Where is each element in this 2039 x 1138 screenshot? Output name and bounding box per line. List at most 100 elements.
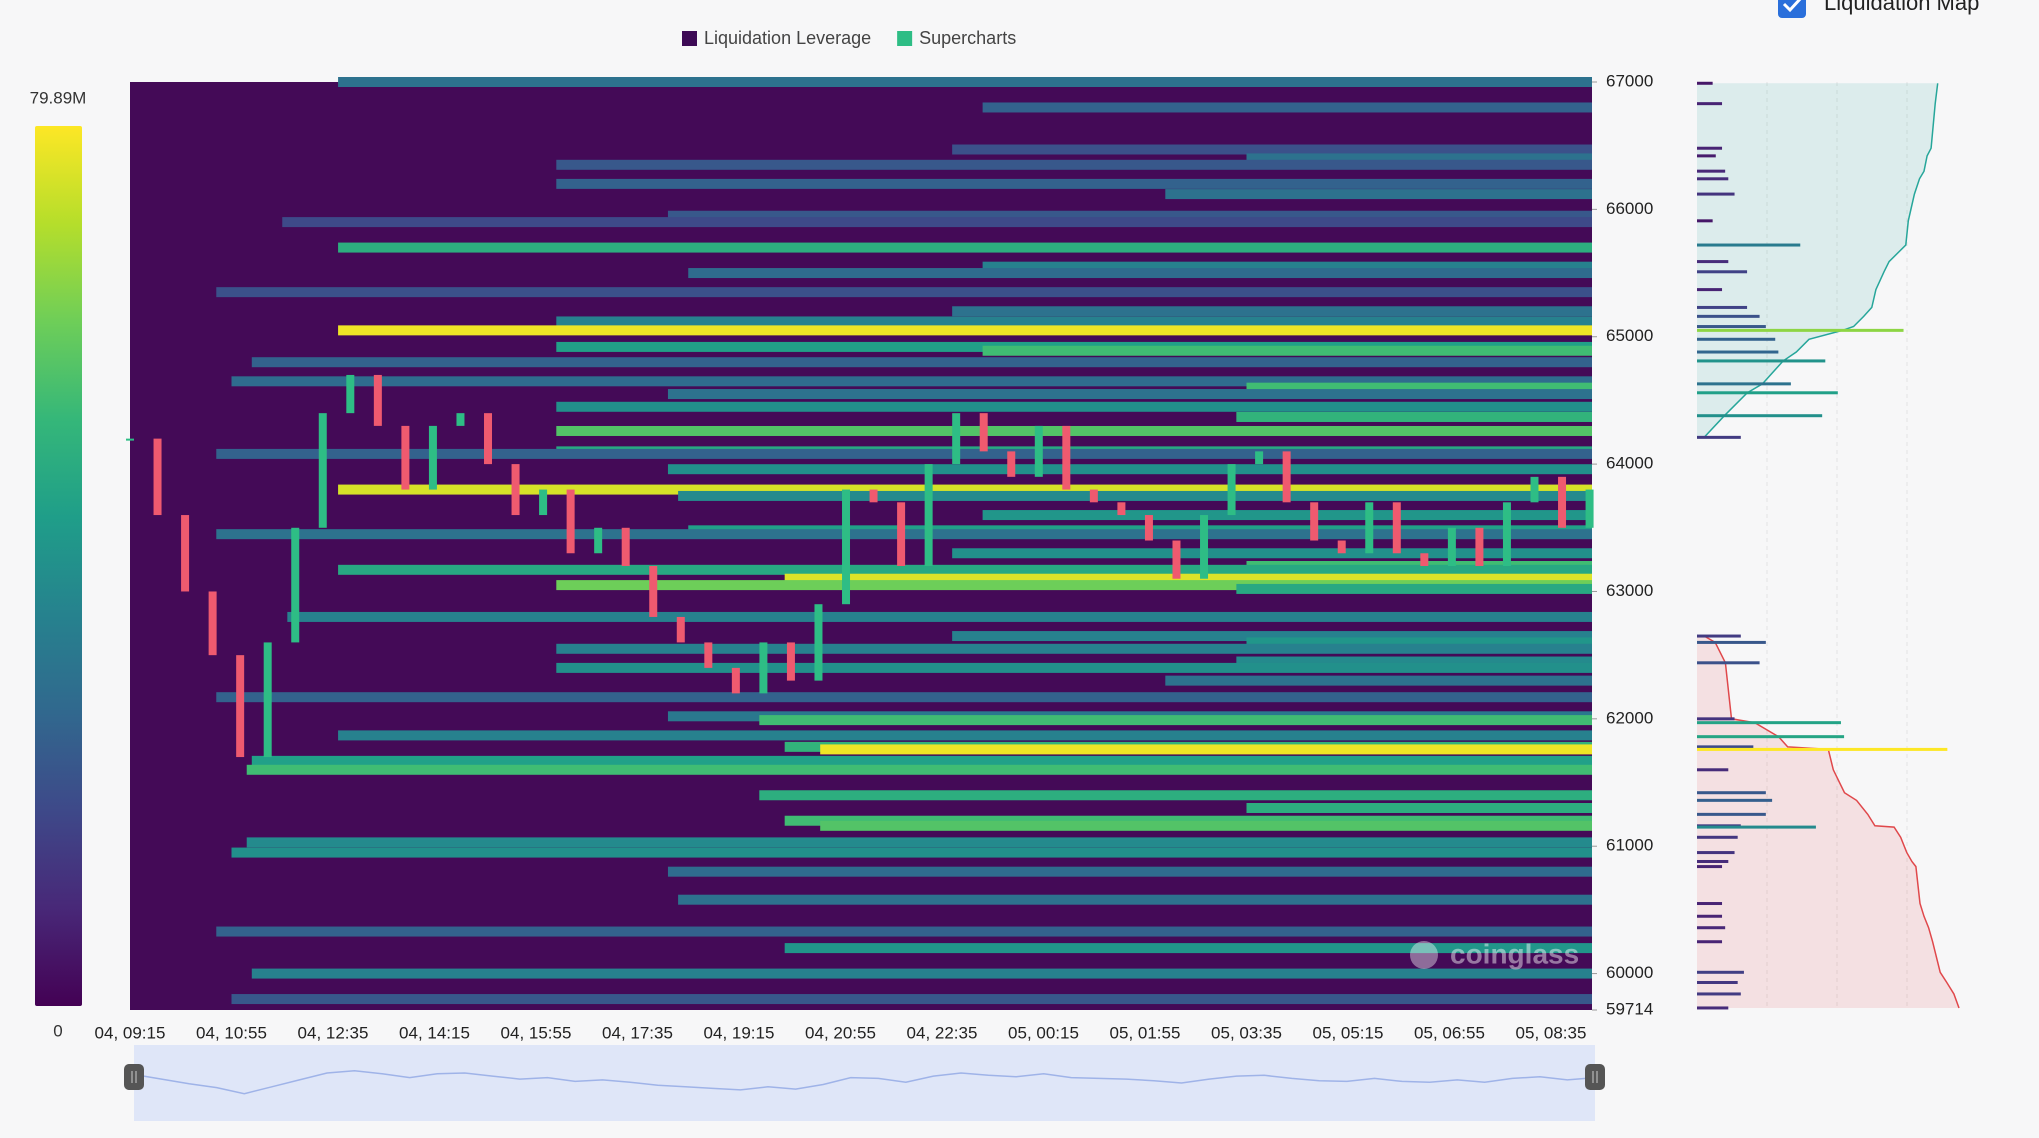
liquidation-band [1246, 637, 1592, 648]
liquidation-band [667, 389, 1592, 400]
map-bar [1697, 735, 1845, 739]
x-tick-label: 04, 15:55 [501, 1023, 572, 1042]
candle [346, 374, 355, 414]
x-tick-label: 04, 12:35 [298, 1023, 369, 1042]
candle [1447, 527, 1456, 566]
candle [897, 502, 906, 566]
candle [1034, 425, 1043, 477]
checkbox[interactable]: Liquidation Map [1778, 0, 1979, 18]
map-bar [1697, 791, 1766, 795]
candle [291, 527, 300, 643]
liquidation-band [556, 425, 1592, 436]
navigator-handle-grip[interactable] [1585, 1064, 1605, 1090]
liquidation-band [246, 764, 1593, 775]
liquidation-band [338, 730, 1593, 741]
x-tick-label: 05, 00:15 [1008, 1023, 1079, 1042]
long-cumulative-area [1697, 636, 1959, 1008]
map-bar [1697, 192, 1735, 196]
liquidation-band [556, 643, 1592, 654]
navigator-line [133, 1069, 1596, 1095]
watermark-logo [1410, 941, 1438, 969]
liquidation-band [231, 847, 1592, 858]
y-tick-label: 67000 [1606, 71, 1653, 90]
y-tick-label: 59714 [1606, 999, 1653, 1018]
map-bar [1697, 325, 1766, 329]
liquidation-band [982, 261, 1592, 272]
map-bar [1697, 835, 1738, 839]
liquidation-band [1236, 656, 1592, 667]
map-bar [1697, 328, 1904, 332]
map-bar [1697, 288, 1723, 292]
liquidation-band [1246, 802, 1592, 813]
liquidation-band [784, 573, 1592, 584]
map-bar [1697, 902, 1723, 906]
map-bar [1697, 81, 1713, 85]
navigator-handle-grip[interactable] [124, 1064, 144, 1090]
candle [814, 604, 823, 681]
map-bar [1697, 747, 1948, 751]
navigator-handle[interactable] [1585, 1064, 1605, 1090]
y-tick-label: 65000 [1606, 326, 1653, 345]
map-bar [1697, 146, 1723, 150]
liquidation-band [282, 217, 1592, 228]
map-bar [1697, 314, 1760, 318]
candle [1089, 489, 1098, 503]
legend-swatch [897, 31, 913, 46]
liquidation-band [556, 159, 1592, 170]
candle [539, 489, 548, 516]
map-bar [1697, 243, 1801, 247]
candle [181, 515, 190, 592]
map-bar [1697, 721, 1841, 725]
map-bar [1697, 825, 1816, 829]
liquidation-band [251, 755, 1592, 766]
liquidation-band [231, 994, 1592, 1005]
candle [126, 438, 134, 441]
candle [1530, 476, 1539, 503]
map-bar [1697, 980, 1738, 984]
candle [621, 527, 630, 566]
candle [649, 565, 658, 617]
legend-swatch [682, 31, 697, 46]
liquidation-band [1246, 153, 1592, 164]
liquidation-band [1165, 189, 1592, 200]
liquidation-band [251, 968, 1592, 979]
candle [924, 464, 933, 566]
candle [208, 591, 217, 656]
liquidation-band [667, 464, 1592, 475]
map-bar [1697, 798, 1773, 802]
navigator-handle[interactable] [124, 1064, 144, 1090]
liquidation-band [556, 662, 1592, 673]
liquidation-band [982, 345, 1592, 356]
liquidation-band [678, 490, 1592, 501]
long-cumulative-curve [1696, 635, 1960, 1009]
map-bar [1697, 154, 1716, 158]
candle [236, 655, 245, 758]
candle [1227, 464, 1236, 516]
liquidation-band [820, 820, 1592, 831]
candle [1062, 425, 1071, 490]
liquidation-band [667, 210, 1592, 221]
checkbox-label[interactable]: Liquidation Map [1824, 0, 1979, 15]
x-tick-label: 05, 08:35 [1516, 1023, 1587, 1042]
navigator [134, 1045, 1595, 1121]
liquidation-band [251, 357, 1592, 368]
candle [1420, 553, 1429, 566]
liquidation-band [1236, 583, 1592, 594]
liquidation-band [667, 866, 1592, 877]
liquidation-band [338, 325, 1593, 336]
y-tick-label: 62000 [1606, 708, 1653, 727]
map-bar [1697, 260, 1729, 264]
watermark: coinglass [1450, 938, 1579, 969]
map-bar [1697, 859, 1729, 863]
candle [979, 413, 988, 452]
map-panel [1695, 82, 1975, 1010]
liquidation-band [952, 548, 1592, 559]
liquidation-band [338, 242, 1593, 253]
y-tick-label: 63000 [1606, 581, 1653, 600]
map-bar [1697, 337, 1776, 341]
liquidation-band [216, 448, 1592, 459]
liquidation-band [556, 316, 1592, 327]
y-tick-label: 61000 [1606, 836, 1653, 855]
map-bar [1697, 745, 1754, 749]
